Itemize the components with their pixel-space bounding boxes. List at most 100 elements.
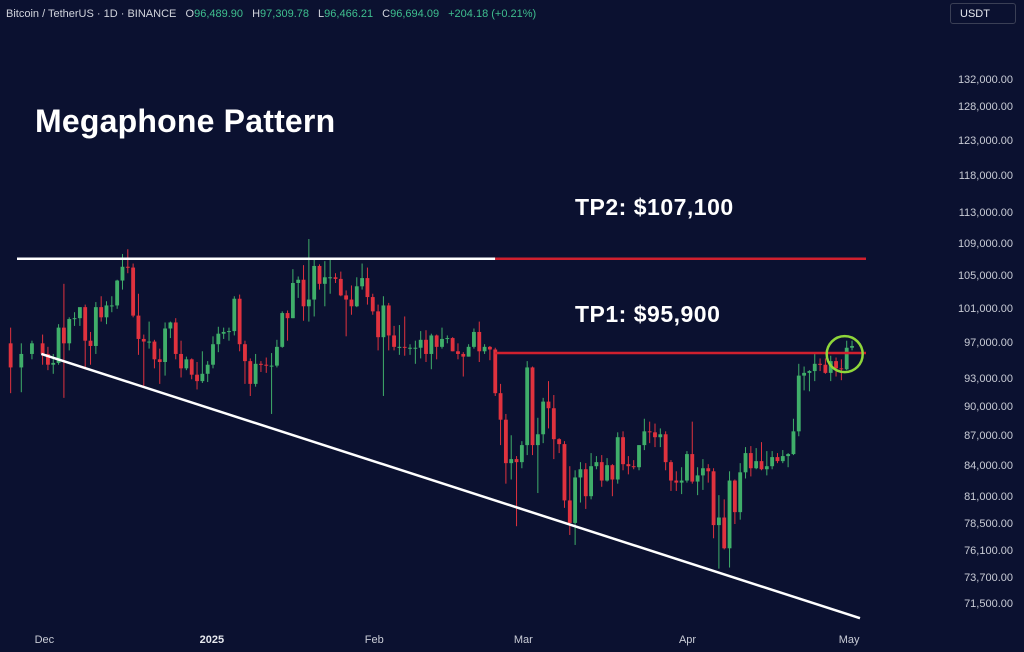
candle[interactable] — [152, 339, 157, 369]
candle[interactable] — [338, 271, 343, 297]
candle[interactable] — [466, 344, 471, 357]
candle[interactable] — [807, 370, 812, 392]
candle[interactable] — [456, 343, 460, 360]
candle[interactable] — [743, 447, 748, 479]
candle[interactable] — [791, 418, 796, 456]
candle[interactable] — [796, 363, 801, 437]
candle[interactable] — [669, 460, 673, 491]
candle[interactable] — [509, 435, 514, 480]
candle[interactable] — [818, 358, 822, 372]
candle[interactable] — [344, 290, 349, 337]
candle[interactable] — [61, 283, 66, 398]
candle[interactable] — [354, 277, 359, 308]
candle[interactable] — [40, 334, 45, 365]
candle[interactable] — [221, 327, 226, 339]
candle[interactable] — [487, 345, 492, 361]
candle[interactable] — [200, 351, 205, 383]
candle[interactable] — [493, 347, 498, 396]
candle[interactable] — [83, 304, 88, 370]
candle[interactable] — [184, 356, 189, 371]
candle[interactable] — [381, 296, 386, 396]
candle[interactable] — [440, 327, 444, 349]
candle[interactable] — [253, 353, 258, 387]
candle[interactable] — [477, 321, 482, 363]
candle[interactable] — [770, 451, 775, 470]
candle[interactable] — [306, 239, 311, 322]
candle[interactable] — [834, 357, 838, 377]
candle[interactable] — [525, 361, 530, 456]
candle[interactable] — [317, 264, 322, 290]
candle[interactable] — [360, 263, 365, 290]
candle[interactable] — [615, 432, 620, 484]
candle[interactable] — [583, 463, 588, 509]
candle[interactable] — [147, 321, 152, 349]
candle[interactable] — [264, 357, 269, 373]
candle[interactable] — [30, 340, 34, 360]
candle[interactable] — [205, 361, 210, 383]
candle[interactable] — [109, 296, 114, 313]
candle[interactable] — [445, 335, 450, 344]
candle[interactable] — [754, 448, 759, 470]
candle[interactable] — [429, 333, 434, 370]
candle[interactable] — [392, 325, 396, 351]
candle[interactable] — [131, 263, 136, 318]
candle[interactable] — [179, 340, 183, 378]
candle[interactable] — [56, 324, 61, 365]
candle[interactable] — [647, 421, 652, 444]
candle[interactable] — [8, 327, 13, 394]
candle[interactable] — [685, 451, 689, 483]
candle[interactable] — [637, 445, 641, 471]
candle[interactable] — [211, 336, 215, 369]
candle[interactable] — [189, 358, 194, 380]
candle[interactable] — [839, 359, 844, 381]
candle[interactable] — [519, 441, 524, 469]
candle[interactable] — [365, 267, 370, 305]
candle[interactable] — [296, 276, 301, 298]
candle[interactable] — [376, 304, 381, 351]
candle[interactable] — [748, 446, 753, 477]
candle[interactable] — [850, 340, 854, 351]
candle[interactable] — [573, 470, 578, 545]
candle[interactable] — [738, 463, 743, 520]
candle[interactable] — [631, 460, 636, 470]
candle[interactable] — [301, 265, 306, 321]
candle[interactable] — [653, 423, 657, 448]
candle[interactable] — [370, 293, 375, 315]
candle[interactable] — [434, 334, 439, 360]
candle[interactable] — [503, 413, 508, 484]
candle[interactable] — [280, 311, 285, 348]
candle[interactable] — [679, 467, 684, 495]
candle[interactable] — [269, 353, 274, 414]
candle[interactable] — [562, 441, 567, 508]
candle[interactable] — [232, 296, 237, 336]
candle[interactable] — [663, 431, 668, 471]
candle[interactable] — [67, 317, 72, 351]
candle[interactable] — [599, 455, 604, 487]
candle[interactable] — [589, 453, 594, 500]
candle[interactable] — [498, 383, 503, 446]
candle[interactable] — [530, 366, 535, 456]
candle[interactable] — [77, 307, 82, 326]
candle[interactable] — [72, 312, 77, 326]
candle[interactable] — [93, 302, 98, 354]
candle[interactable] — [99, 296, 104, 322]
currency-selector[interactable]: USDT — [950, 3, 1016, 24]
candle[interactable] — [274, 339, 279, 368]
candle[interactable] — [786, 453, 791, 468]
candle[interactable] — [621, 431, 625, 471]
candle[interactable] — [237, 294, 242, 352]
candle[interactable] — [136, 293, 141, 355]
candle[interactable] — [88, 331, 93, 365]
candle[interactable] — [290, 269, 295, 319]
candle[interactable] — [322, 261, 327, 307]
candle[interactable] — [732, 479, 737, 525]
candle[interactable] — [397, 325, 402, 355]
candle[interactable] — [690, 421, 695, 484]
candle[interactable] — [173, 318, 178, 360]
candle[interactable] — [216, 326, 221, 353]
candle[interactable] — [46, 346, 50, 371]
candle[interactable] — [413, 340, 418, 364]
candle[interactable] — [115, 279, 120, 309]
